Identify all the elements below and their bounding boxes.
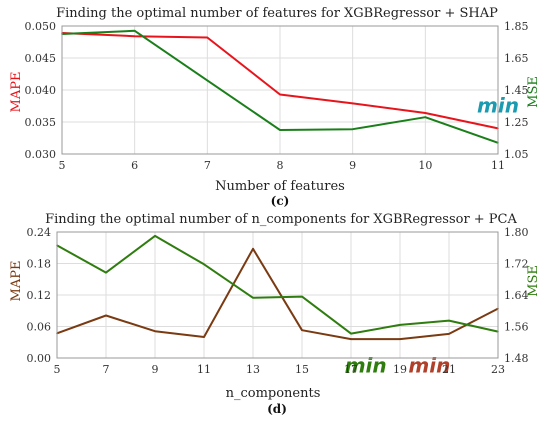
y-right-tick-label: 1.45 xyxy=(504,84,529,97)
x-tick-label: 11 xyxy=(491,159,505,172)
y-left-tick-label: 0.12 xyxy=(27,289,52,302)
y-left-tick-label: 0.040 xyxy=(25,84,57,97)
x-tick-label: 15 xyxy=(295,363,309,376)
x-tick-label: 13 xyxy=(246,363,260,376)
panel-label: (c) xyxy=(271,194,290,208)
x-tick-label: 23 xyxy=(491,363,505,376)
x-tick-label: 6 xyxy=(131,159,138,172)
y-right-tick-label: 1.72 xyxy=(504,258,529,271)
chart-title: Finding the optimal number of n_componen… xyxy=(45,212,517,227)
data-point-mse xyxy=(206,79,209,82)
chart-panel-d: Finding the optimal number of n_componen… xyxy=(9,212,541,416)
x-tick-label: 19 xyxy=(393,363,407,376)
data-point-mape xyxy=(105,314,107,317)
series-line-mse xyxy=(56,234,499,335)
y-left-tick-label: 0.045 xyxy=(25,52,57,65)
x-tick-label: 7 xyxy=(204,159,211,172)
x-tick-label: 17 xyxy=(344,363,358,376)
y-axis-left-label: MAPE xyxy=(9,261,24,302)
data-point-mse xyxy=(351,128,354,130)
data-point-mse xyxy=(301,295,303,298)
y-left-tick-label: 0.050 xyxy=(25,20,57,33)
y-right-tick-label: 1.80 xyxy=(504,226,529,239)
x-tick-label: 5 xyxy=(59,159,66,172)
chart-title: Finding the optimal number of features f… xyxy=(56,6,498,21)
data-point-mape xyxy=(133,35,136,38)
data-point-mape xyxy=(154,330,156,333)
y-right-tick-label: 1.64 xyxy=(504,289,529,302)
data-point-mse xyxy=(105,271,107,274)
y-right-tick-label: 1.85 xyxy=(504,20,529,33)
plot-frame xyxy=(56,231,499,359)
series-line-mape xyxy=(56,247,499,341)
data-point-mse xyxy=(279,129,281,131)
data-point-mape xyxy=(203,336,205,338)
x-tick-label: 7 xyxy=(103,363,110,376)
data-point-mape xyxy=(399,338,401,340)
data-point-mape xyxy=(252,248,254,250)
plot-frame xyxy=(61,25,499,155)
y-axis-right-label: MSE xyxy=(526,265,541,297)
y-right-tick-label: 1.25 xyxy=(504,116,529,129)
x-tick-label: 8 xyxy=(277,159,284,172)
y-left-tick-label: 0.030 xyxy=(25,148,57,161)
y-left-tick-label: 0.035 xyxy=(25,116,57,129)
data-point-mape xyxy=(448,333,450,335)
x-tick-label: 5 xyxy=(54,363,61,376)
data-point-mape xyxy=(206,36,209,39)
chart-panel-c: Finding the optimal number of features f… xyxy=(9,6,541,208)
x-tick-label: 10 xyxy=(418,159,432,172)
y-right-tick-label: 1.05 xyxy=(504,148,529,161)
x-tick-label: 11 xyxy=(197,363,211,376)
data-point-mse xyxy=(154,235,156,237)
data-point-mse xyxy=(203,263,205,266)
data-point-mse xyxy=(133,30,136,32)
x-tick-label: 21 xyxy=(442,363,456,376)
x-axis-label: Number of features xyxy=(215,179,345,194)
y-left-tick-label: 0.18 xyxy=(27,258,52,271)
data-point-mape xyxy=(424,112,427,114)
y-axis-left-label: MAPE xyxy=(9,72,24,113)
y-left-tick-label: 0.24 xyxy=(27,226,52,239)
x-tick-label: 9 xyxy=(349,159,356,172)
data-point-mape xyxy=(279,93,281,96)
y-right-tick-label: 1.65 xyxy=(504,52,529,65)
data-point-mse xyxy=(399,324,401,326)
data-point-mse xyxy=(424,116,427,118)
data-point-mse xyxy=(350,332,352,335)
data-point-mape xyxy=(301,329,303,331)
data-point-mse xyxy=(252,296,254,299)
data-point-mape xyxy=(351,102,354,105)
x-tick-label: 9 xyxy=(152,363,159,376)
y-right-tick-label: 1.56 xyxy=(504,321,529,334)
x-axis-label: n_components xyxy=(226,386,321,401)
data-point-mse xyxy=(448,319,450,322)
panel-label: (d) xyxy=(267,402,287,416)
y-left-tick-label: 0.06 xyxy=(27,321,52,334)
data-point-mape xyxy=(350,338,352,340)
y-right-tick-label: 1.48 xyxy=(504,352,529,365)
y-axis-right-label: MSE xyxy=(526,76,541,108)
y-left-tick-label: 0.00 xyxy=(27,352,52,365)
